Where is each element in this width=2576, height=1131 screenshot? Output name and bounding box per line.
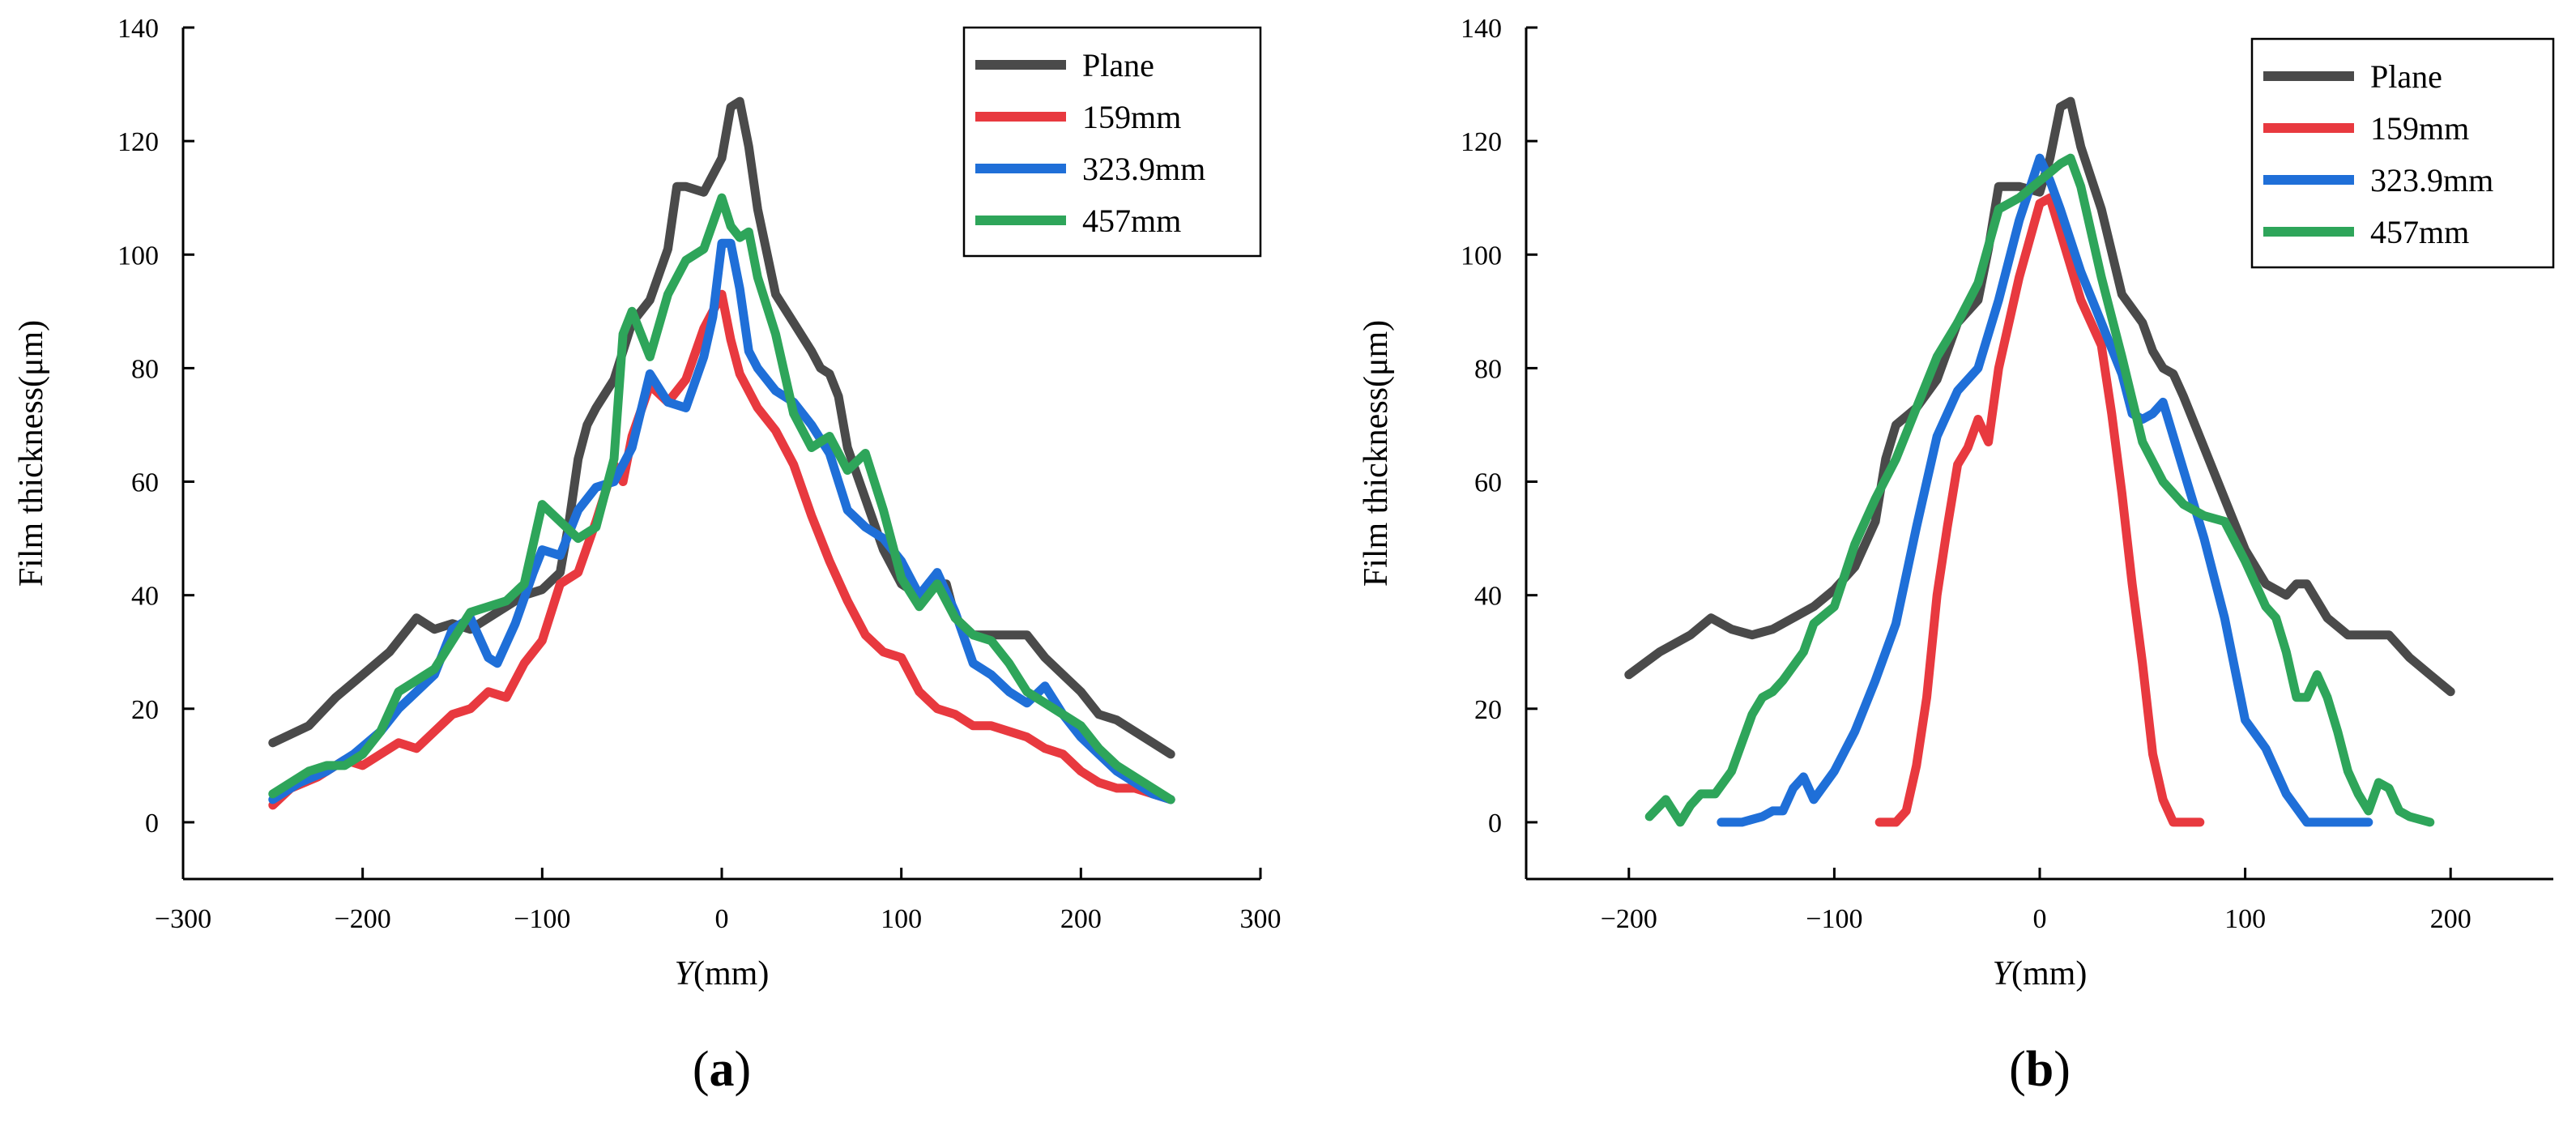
x-tick-label: 200	[1060, 904, 1102, 934]
series-line-plane	[1624, 96, 2455, 697]
y-tick-label: 80	[131, 354, 159, 384]
series-line-457mm	[1644, 153, 2435, 827]
x-tick-label: −200	[335, 904, 391, 934]
y-tick-label: 20	[1474, 695, 1502, 725]
legend-label: Plane	[1082, 47, 1154, 83]
legend-label: 159mm	[1082, 99, 1181, 135]
y-tick-label: 120	[1461, 127, 1502, 157]
legend-label: 159mm	[2370, 110, 2469, 147]
series-line-plane	[268, 96, 1175, 759]
y-tick-label: 60	[131, 468, 159, 498]
series-line-159mm	[268, 289, 1175, 810]
x-tick-label: 200	[2430, 904, 2472, 934]
panel-label: (a)	[693, 1042, 751, 1097]
x-tick-label: −200	[1601, 904, 1657, 934]
x-tick-label: 100	[881, 904, 922, 934]
x-tick-label: 0	[715, 904, 729, 934]
x-tick-label: −100	[514, 904, 570, 934]
x-tick-label: 0	[2033, 904, 2047, 934]
y-tick-label: 60	[1474, 468, 1502, 498]
y-tick-label: 0	[145, 809, 159, 839]
y-tick-label: 80	[1474, 354, 1502, 384]
series-line-457mm	[268, 193, 1175, 805]
series-line-323-9mm	[268, 238, 1175, 805]
x-tick-label: −100	[1806, 904, 1862, 934]
x-axis-title: Y(mm)	[675, 955, 770, 992]
y-tick-label: 140	[1461, 14, 1502, 44]
x-tick-label: 300	[1240, 904, 1282, 934]
y-tick-label: 100	[117, 241, 159, 271]
x-axis-title: Y(mm)	[1993, 955, 2088, 992]
x-tick-label: 100	[2224, 904, 2266, 934]
y-tick-label: 120	[117, 127, 159, 157]
legend-label: Plane	[2370, 58, 2442, 95]
series-line-323-9mm	[1717, 153, 2373, 827]
legend-label: 457mm	[1082, 203, 1181, 239]
panel-label: (b)	[2009, 1042, 2071, 1097]
chart-a: 0 20 40 60 80 100 120 140 −300 −200 −100 0 100 200 300…	[13, 14, 1282, 1097]
y-tick-label: 40	[131, 582, 159, 612]
legend-label: 323.9mm	[2370, 162, 2493, 198]
y-tick-label: 40	[1474, 582, 1502, 612]
y-axis-title: Film thickness(μm)	[13, 320, 50, 587]
x-tick-label: −300	[155, 904, 211, 934]
y-tick-label: 100	[1461, 241, 1502, 271]
y-axis-title: Film thickness(μm)	[1358, 320, 1395, 587]
series-line-159mm	[1874, 193, 2205, 827]
y-tick-label: 140	[117, 14, 159, 44]
legend-label: 457mm	[2370, 214, 2469, 250]
chart-b: 0 20 40 60 80 100 120 140 −200 −100 0 100 200 Plane 15…	[1358, 14, 2555, 1097]
y-tick-label: 20	[131, 695, 159, 725]
legend-label: 323.9mm	[1082, 151, 1205, 187]
y-tick-label: 0	[1488, 809, 1502, 839]
